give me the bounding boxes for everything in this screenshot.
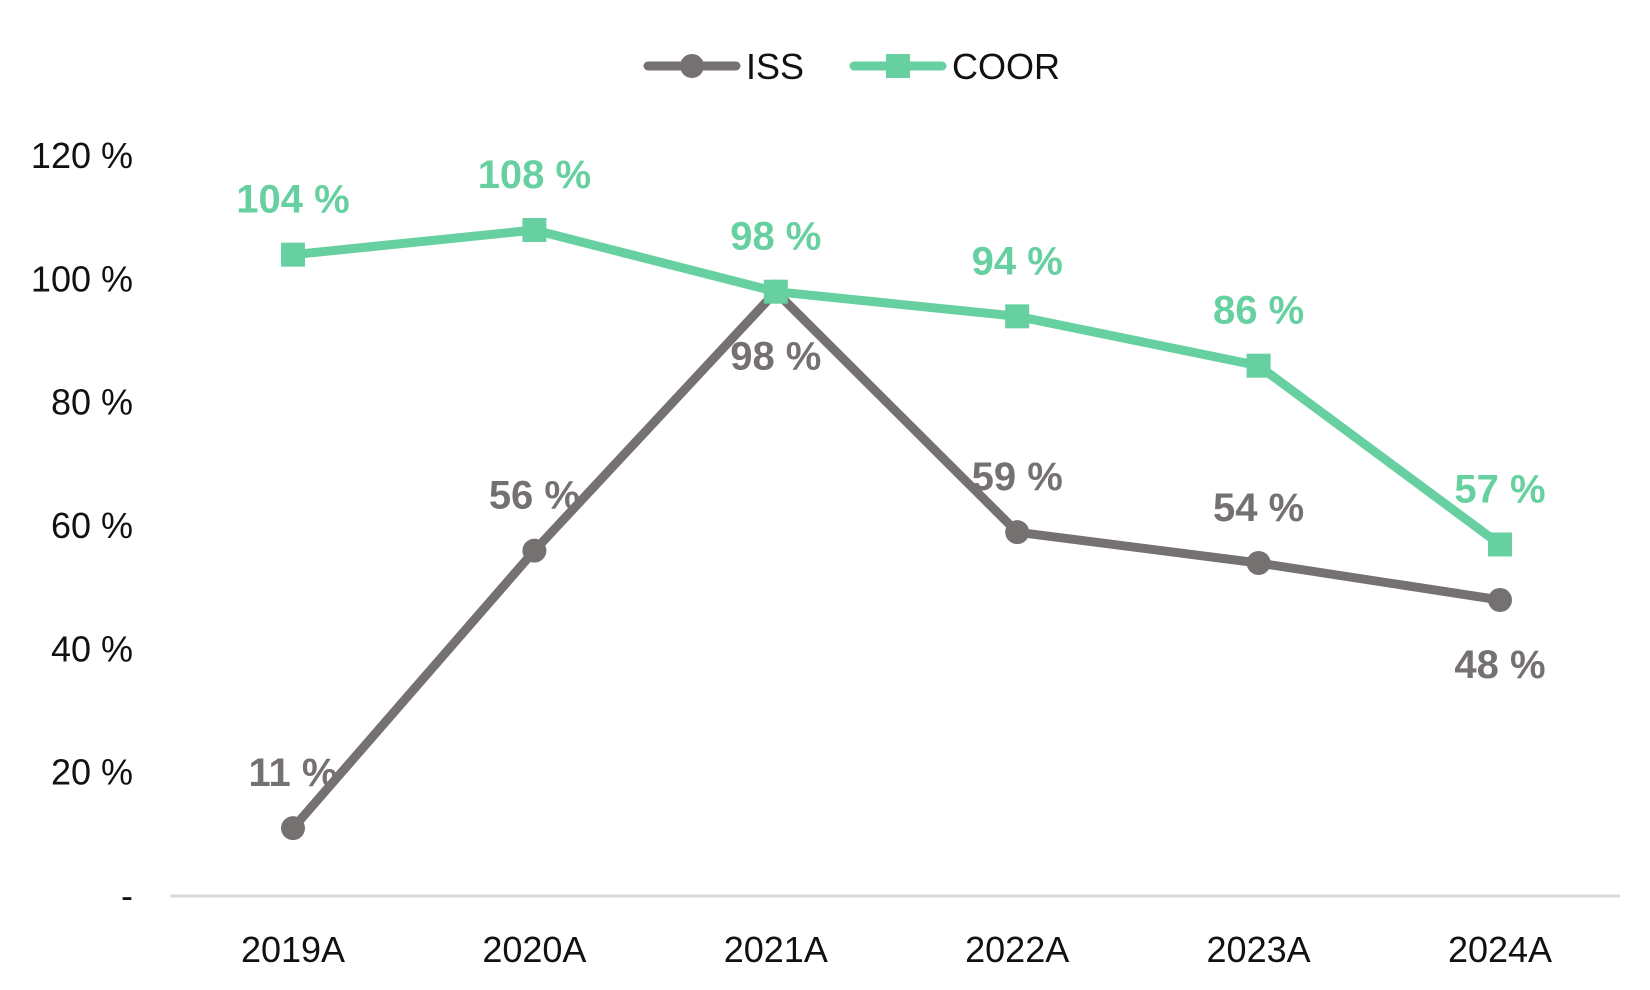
- data-label-coor: 104 %: [236, 178, 349, 222]
- data-point-coor: [522, 218, 547, 242]
- y-tick-label: -: [121, 875, 133, 916]
- x-tick-label: 2021A: [724, 929, 828, 970]
- data-point-iss: [1005, 520, 1030, 545]
- y-tick-label: 80 %: [51, 382, 133, 423]
- y-tick-label: 20 %: [51, 752, 133, 793]
- y-tick-label: 40 %: [51, 628, 133, 669]
- data-point-coor: [1246, 353, 1271, 378]
- legend: ISS COOR: [643, 46, 1060, 87]
- legend-label-coor: COOR: [952, 46, 1060, 87]
- data-label-iss: 54 %: [1213, 486, 1304, 530]
- data-label-coor: 94 %: [972, 239, 1063, 283]
- data-label-coor: 86 %: [1213, 289, 1304, 333]
- data-point-iss: [1488, 588, 1512, 612]
- legend-label-iss: ISS: [746, 46, 804, 87]
- data-point-iss: [1246, 551, 1271, 575]
- data-label-iss: 56 %: [489, 474, 580, 518]
- legend-marker-coor: [886, 54, 910, 78]
- legend-marker-iss: [680, 54, 704, 78]
- series-lines: [281, 218, 1512, 841]
- x-tick-label: 2024A: [1448, 929, 1552, 970]
- axes: - 20 % 40 % 60 % 80 % 100 % 120 % 2019A 2020A 202…: [31, 135, 1620, 970]
- x-tick-label: 2022A: [965, 929, 1069, 970]
- y-tick-label: 100 %: [31, 258, 133, 299]
- data-point-coor: [1005, 304, 1030, 329]
- data-point-coor: [763, 279, 788, 304]
- x-tick-label: 2023A: [1207, 929, 1311, 970]
- x-tick-label: 2020A: [482, 929, 586, 970]
- data-label-coor: 108 %: [478, 153, 591, 197]
- data-point-iss: [281, 816, 305, 841]
- x-tick-label: 2019A: [241, 929, 345, 970]
- data-label-coor: 98 %: [730, 215, 821, 259]
- data-point-coor: [281, 242, 305, 267]
- data-point-coor: [1488, 532, 1512, 557]
- data-label-iss: 98 %: [730, 335, 821, 379]
- data-label-iss: 48 %: [1454, 643, 1545, 687]
- data-point-iss: [522, 538, 547, 563]
- data-label-iss: 11 %: [249, 751, 338, 795]
- data-labels: 11 % 56 % 98 % 59 % 54 % 48 % 104 % 108 % 98 % 94…: [236, 153, 1545, 795]
- series-line-coor: [288, 225, 1505, 549]
- data-label-iss: 59 %: [972, 455, 1063, 499]
- y-tick-label: 120 %: [31, 135, 133, 176]
- data-label-coor: 57 %: [1454, 468, 1545, 512]
- series-line-iss: [288, 287, 1505, 833]
- y-tick-label: 60 %: [51, 505, 133, 546]
